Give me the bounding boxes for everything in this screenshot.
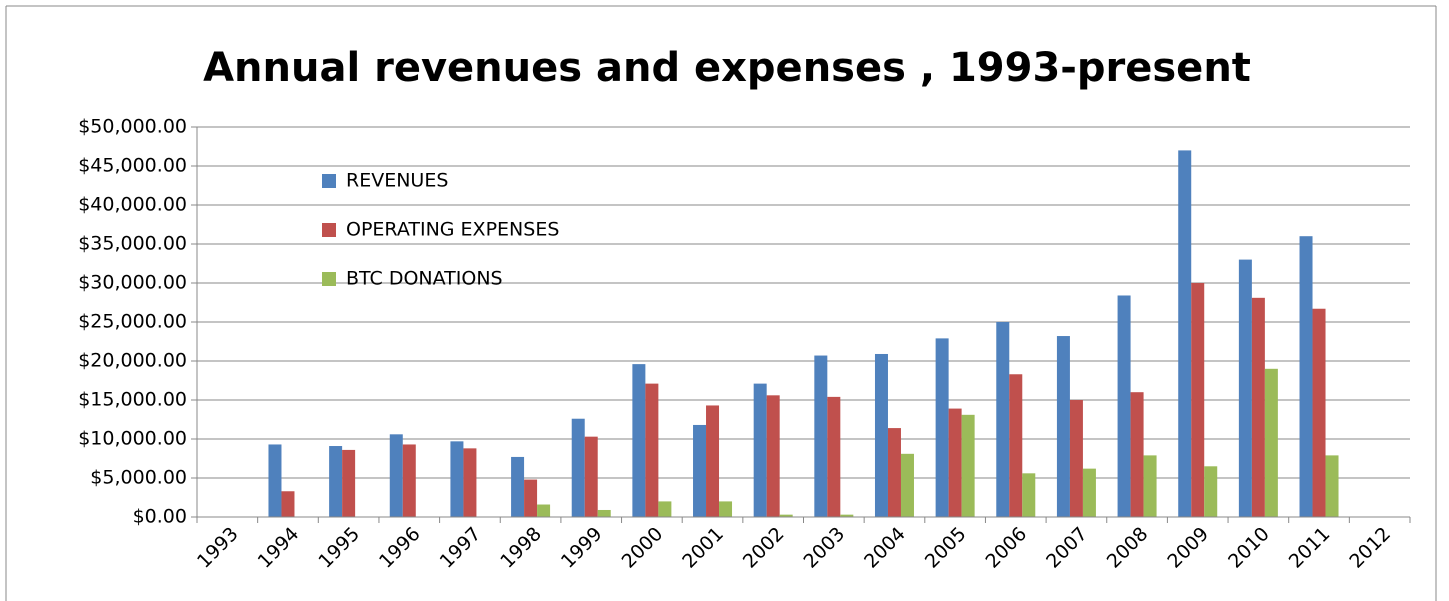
legend-swatch [322, 272, 336, 286]
bar [645, 383, 659, 517]
bar [1056, 336, 1070, 517]
bar [658, 501, 672, 517]
y-tick-label: $45,000.00 [78, 155, 187, 177]
bar [753, 383, 767, 517]
bar [597, 509, 611, 517]
bar [281, 491, 295, 517]
legend-swatch [322, 174, 336, 188]
bar [1204, 466, 1218, 517]
bar [814, 355, 828, 517]
y-tick-label: $40,000.00 [78, 194, 187, 216]
legend-swatch [322, 223, 336, 237]
bar [779, 514, 793, 517]
bar [450, 441, 464, 517]
y-tick-label: $50,000.00 [78, 116, 187, 138]
bar [948, 408, 962, 517]
bar [827, 396, 841, 517]
bar [268, 444, 282, 517]
y-tick-label: $0.00 [133, 506, 187, 528]
bar [1082, 468, 1096, 517]
bar [935, 338, 949, 517]
bar [887, 428, 901, 517]
bar [706, 405, 720, 517]
bar [1251, 297, 1265, 517]
bar [1178, 150, 1192, 517]
bar [961, 414, 975, 517]
bar [1022, 473, 1036, 517]
bar [1117, 295, 1131, 517]
y-tick-label: $25,000.00 [78, 311, 187, 333]
bar [524, 479, 538, 517]
bar [1143, 455, 1157, 517]
y-tick-label: $10,000.00 [78, 428, 187, 450]
bar [1264, 368, 1278, 517]
legend-label: OPERATING EXPENSES [346, 219, 559, 241]
bar [584, 436, 598, 517]
bar [389, 434, 403, 517]
bar [1325, 455, 1339, 517]
legend-label: REVENUES [346, 170, 448, 192]
bar [1130, 392, 1144, 517]
bar [329, 446, 343, 517]
bar [537, 504, 551, 517]
bar [840, 514, 854, 517]
bar [1299, 236, 1313, 517]
y-tick-label: $30,000.00 [78, 272, 187, 294]
bar [900, 453, 914, 517]
bar [996, 322, 1010, 517]
chart-title: Annual revenues and expenses , 1993-pres… [203, 45, 1251, 91]
bar [342, 449, 356, 517]
bar [463, 448, 477, 517]
bar [402, 444, 416, 517]
bar [1069, 400, 1083, 517]
bar [1009, 374, 1023, 517]
legend-label: BTC DONATIONS [346, 268, 503, 290]
bar [693, 424, 707, 517]
y-tick-label: $35,000.00 [78, 233, 187, 255]
bar [1238, 259, 1252, 517]
bar [1191, 283, 1205, 517]
bar [571, 418, 585, 517]
y-tick-label: $5,000.00 [90, 467, 187, 489]
bar [766, 395, 780, 517]
bar [719, 501, 733, 517]
bar [1312, 308, 1326, 517]
bar [632, 364, 646, 517]
y-tick-label: $15,000.00 [78, 389, 187, 411]
bar [511, 456, 525, 517]
y-tick-label: $20,000.00 [78, 350, 187, 372]
bar [874, 353, 888, 517]
